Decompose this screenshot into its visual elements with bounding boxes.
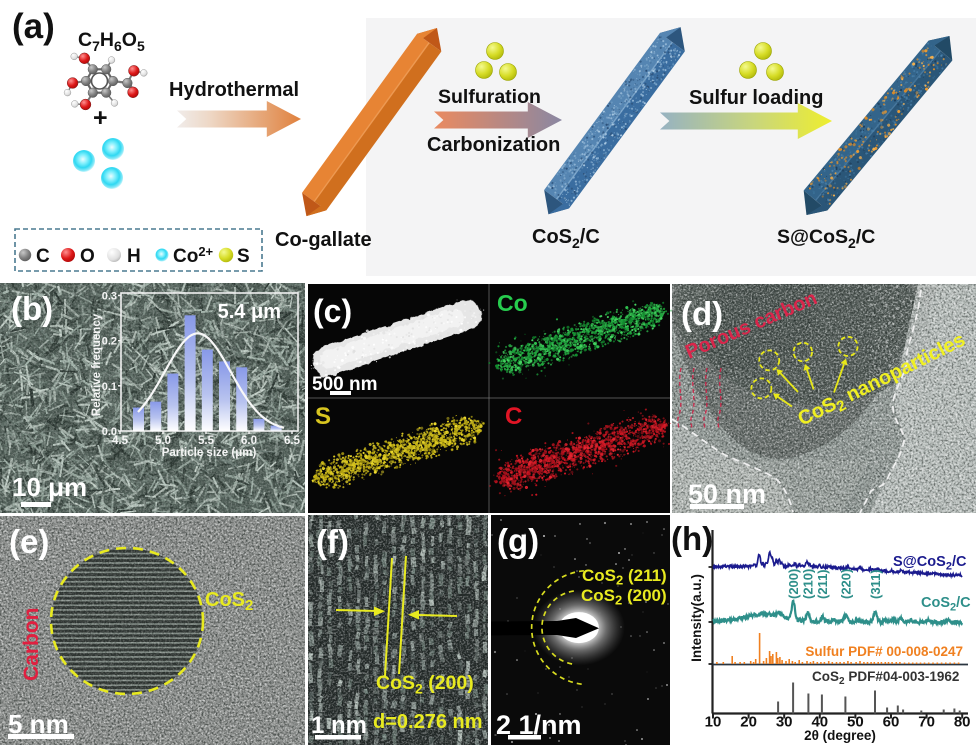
svg-text:(c): (c) [313,293,352,329]
svg-text:Intensity(a.u.): Intensity(a.u.) [689,574,704,662]
svg-text:S: S [237,246,250,267]
svg-text:Sulfur loading: Sulfur loading [689,87,823,109]
svg-text:H: H [127,246,141,267]
svg-text:(g): (g) [497,522,539,559]
svg-text:Carbonization: Carbonization [427,134,560,156]
svg-text:CoS2/C: CoS2/C [532,226,600,251]
svg-text:CoS2 PDF#04-003-1962: CoS2 PDF#04-003-1962 [812,669,959,687]
svg-text:5.0: 5.0 [155,435,171,447]
svg-text:Sulfuration: Sulfuration [438,86,541,108]
svg-text:2θ (degree): 2θ (degree) [804,728,876,743]
svg-text:50: 50 [847,714,864,731]
svg-text:1 nm: 1 nm [311,712,367,739]
svg-text:500 nm: 500 nm [312,374,377,395]
svg-text:70: 70 [918,714,935,731]
svg-text:6.5: 6.5 [284,435,301,447]
svg-text:4.5: 4.5 [112,435,129,447]
svg-text:Sulfur PDF# 00-008-0247: Sulfur PDF# 00-008-0247 [805,644,963,659]
svg-text:d=0.276 nm: d=0.276 nm [373,711,483,733]
svg-text:30: 30 [776,714,793,731]
svg-text:(200): (200) [786,569,801,599]
svg-text:S@CoS2/C: S@CoS2/C [777,226,875,251]
svg-text:(d): (d) [681,295,723,332]
svg-text:0.3: 0.3 [102,290,117,302]
svg-text:10: 10 [705,714,722,731]
svg-text:20: 20 [740,714,757,731]
svg-text:CoS2 (200): CoS2 (200) [581,586,667,608]
svg-text:O: O [80,246,95,267]
svg-text:S@CoS2/C: S@CoS2/C [893,554,967,573]
svg-text:Relative frequency: Relative frequency [91,313,103,416]
svg-text:6.0: 6.0 [241,435,257,447]
svg-text:5.4 μm: 5.4 μm [218,301,281,323]
svg-text:CoS2 (200): CoS2 (200) [376,672,474,697]
svg-text:(a): (a) [12,7,55,46]
svg-text:C: C [505,403,522,430]
svg-text:C: C [36,246,50,267]
svg-text:60: 60 [883,714,900,731]
svg-text:Particle size (μm): Particle size (μm) [162,447,257,459]
svg-text:S: S [315,403,331,430]
svg-text:0.0: 0.0 [102,426,117,438]
svg-text:(311): (311) [868,569,883,599]
svg-text:(210): (210) [801,569,816,599]
svg-text:(b): (b) [11,290,53,327]
svg-text:(211): (211) [815,569,830,599]
svg-text:(f): (f) [316,523,349,560]
svg-text:+: + [93,104,108,132]
svg-text:(e): (e) [9,523,49,560]
svg-text:(h): (h) [671,520,713,557]
svg-text:Co: Co [497,290,528,316]
svg-text:C7H6O5: C7H6O5 [78,29,145,54]
svg-text:0.2: 0.2 [102,336,117,348]
svg-text:80: 80 [954,714,971,731]
svg-text:40: 40 [811,714,828,731]
svg-text:0.1: 0.1 [102,381,117,393]
svg-text:CoS2 (211): CoS2 (211) [582,566,667,588]
svg-text:5.5: 5.5 [198,435,215,447]
svg-text:Hydrothermal: Hydrothermal [169,79,299,101]
svg-text:(220): (220) [838,569,853,599]
svg-text:Co-gallate: Co-gallate [275,229,372,251]
svg-text:10 μm: 10 μm [12,472,87,502]
svg-text:Carbon: Carbon [20,608,43,682]
svg-text:CoS2/C: CoS2/C [921,595,971,614]
